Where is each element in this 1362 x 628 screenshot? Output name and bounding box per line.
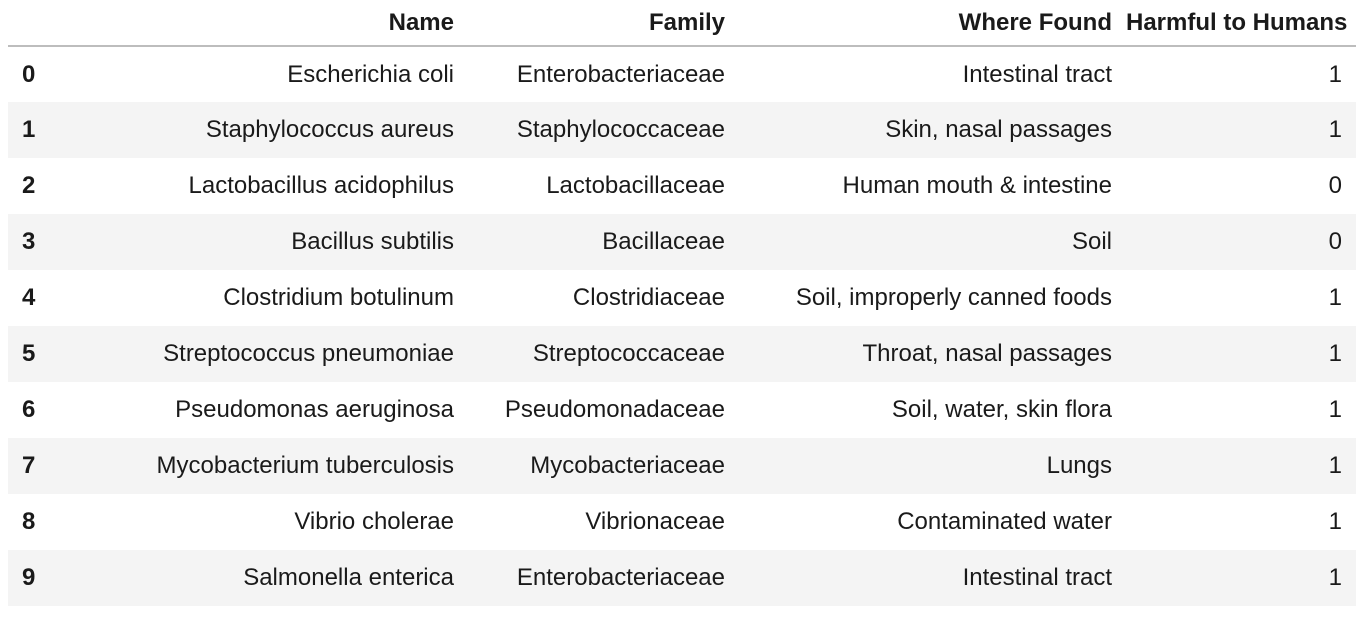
- column-header-where-found: Where Found: [739, 0, 1126, 47]
- cell-family: Enterobacteriaceae: [516, 564, 725, 591]
- column-header-family: Family: [468, 0, 739, 47]
- cell-name: Streptococcus pneumoniae: [163, 340, 454, 367]
- table-row: 8 Vibrio cholerae Vibrionaceae Contaminated…: [8, 494, 1356, 550]
- row-index: 5: [22, 340, 36, 367]
- row-index: 7: [22, 452, 36, 479]
- column-header-name: Name: [56, 0, 468, 47]
- cell-harmful: 1: [1328, 60, 1342, 88]
- cell-where-found: Soil: [1071, 228, 1112, 255]
- row-index: 4: [22, 284, 36, 311]
- cell-family: Lactobacillaceae: [546, 172, 725, 199]
- cell-where-found: Lungs: [1046, 452, 1112, 479]
- cell-harmful: 1: [1328, 284, 1342, 311]
- row-index: 2: [22, 172, 36, 199]
- cell-where-found: Contaminated water: [897, 508, 1112, 535]
- cell-where-found: Intestinal tract: [962, 564, 1112, 591]
- table-row: 2 Lactobacillus acidophilus Lactobacillace…: [8, 158, 1356, 214]
- cell-name: Mycobacterium tuberculosis: [156, 452, 454, 479]
- table-row: 0 Escherichia coli Enterobacteriaceae Intes…: [8, 46, 1356, 102]
- row-index: 9: [22, 564, 36, 591]
- dataframe-output: Name Family Where Found Harmful to Human…: [8, 0, 1356, 606]
- header-row: Name Family Where Found Harmful to Human…: [8, 0, 1356, 47]
- cell-family: Bacillaceae: [602, 228, 725, 255]
- table-row: 7 Mycobacterium tuberculosis Mycobacteriac…: [8, 438, 1356, 494]
- table-row: 4 Clostridium botulinum Clostridiaceae Soil…: [8, 270, 1356, 326]
- table-row: 5 Streptococcus pneumoniae Streptococcacea…: [8, 326, 1356, 382]
- cell-name: Vibrio cholerae: [294, 508, 454, 535]
- index-column-header: [8, 0, 56, 47]
- cell-name: Pseudomonas aeruginosa: [175, 396, 454, 423]
- cell-family: Enterobacteriaceae: [516, 60, 725, 88]
- row-index: 8: [22, 508, 36, 535]
- cell-family: Streptococcaceae: [532, 340, 725, 367]
- cell-harmful: 1: [1328, 396, 1342, 423]
- cell-name: Bacillus subtilis: [291, 228, 454, 255]
- cell-harmful: 1: [1328, 508, 1342, 535]
- cell-harmful: 0: [1328, 172, 1342, 199]
- cell-harmful: 0: [1328, 228, 1342, 255]
- cell-family: Pseudomonadaceae: [504, 396, 725, 423]
- cell-name: Salmonella enterica: [243, 564, 454, 591]
- table-row: 3 Bacillus subtilis Bacillaceae Soil 0: [8, 214, 1356, 270]
- row-index: 3: [22, 228, 36, 255]
- row-index: 0: [22, 60, 36, 88]
- table-row: 6 Pseudomonas aeruginosa Pseudomonadaceae S…: [8, 382, 1356, 438]
- cell-where-found: Soil, improperly canned foods: [795, 284, 1112, 311]
- cell-where-found: Soil, water, skin flora: [891, 396, 1112, 423]
- cell-family: Vibrionaceae: [585, 508, 725, 535]
- cell-family: Mycobacteriaceae: [530, 452, 725, 479]
- table-body: 0 Escherichia coli Enterobacteriaceae Intes…: [8, 46, 1356, 606]
- row-index: 6: [22, 396, 36, 423]
- dataframe-table: Name Family Where Found Harmful to Human…: [8, 0, 1356, 606]
- table-header: Name Family Where Found Harmful to Human…: [8, 0, 1356, 47]
- cell-where-found: Intestinal tract: [962, 60, 1112, 88]
- cell-name: Escherichia coli: [287, 60, 454, 88]
- cell-where-found: Throat, nasal passages: [862, 340, 1112, 367]
- cell-where-found: Skin, nasal passages: [885, 116, 1112, 143]
- cell-harmful: 1: [1328, 116, 1342, 143]
- row-index: 1: [22, 116, 36, 143]
- cell-family: Clostridiaceae: [572, 284, 725, 311]
- table-row: 9 Salmonella enterica Enterobacteriaceae In…: [8, 550, 1356, 606]
- column-header-harmful: Harmful to Humans: [1126, 0, 1356, 47]
- cell-name: Staphylococcus aureus: [205, 116, 454, 143]
- cell-name: Lactobacillus acidophilus: [188, 172, 455, 199]
- cell-family: Staphylococcaceae: [516, 116, 725, 143]
- table-row: 1 Staphylococcus aureus Staphylococcaceae S…: [8, 102, 1356, 158]
- cell-where-found: Human mouth & intestine: [842, 172, 1112, 199]
- cell-harmful: 1: [1328, 564, 1342, 591]
- cell-harmful: 1: [1328, 452, 1342, 479]
- cell-harmful: 1: [1328, 340, 1342, 367]
- cell-name: Clostridium botulinum: [223, 284, 454, 311]
